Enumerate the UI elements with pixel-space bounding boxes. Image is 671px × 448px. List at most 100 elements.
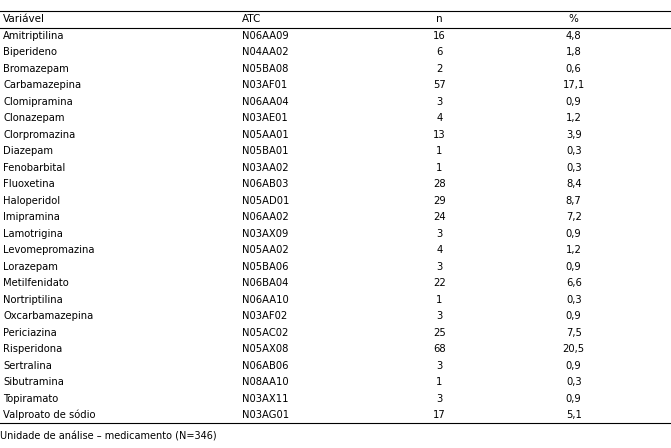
Text: Oxcarbamazepina: Oxcarbamazepina [3, 311, 94, 321]
Text: n: n [436, 14, 443, 25]
Text: 68: 68 [433, 344, 446, 354]
Text: N05AX08: N05AX08 [242, 344, 288, 354]
Text: N05BA06: N05BA06 [242, 262, 288, 272]
Text: 3: 3 [436, 262, 443, 272]
Text: 0,6: 0,6 [566, 64, 582, 74]
Text: Lamotrigina: Lamotrigina [3, 229, 63, 239]
Text: 0,9: 0,9 [566, 311, 582, 321]
Text: N06AB03: N06AB03 [242, 179, 288, 190]
Text: N05BA08: N05BA08 [242, 64, 288, 74]
Text: Sibutramina: Sibutramina [3, 377, 64, 387]
Text: 1,8: 1,8 [566, 47, 582, 57]
Text: ATC: ATC [242, 14, 261, 25]
Text: Clonazepam: Clonazepam [3, 113, 65, 123]
Text: Levomepromazina: Levomepromazina [3, 245, 95, 255]
Text: 2: 2 [436, 64, 443, 74]
Text: 4: 4 [436, 245, 443, 255]
Text: Carbamazepina: Carbamazepina [3, 80, 81, 90]
Text: 16: 16 [433, 31, 446, 41]
Text: Amitriptilina: Amitriptilina [3, 31, 65, 41]
Text: 17,1: 17,1 [562, 80, 585, 90]
Text: N03AG01: N03AG01 [242, 410, 289, 420]
Text: 29: 29 [433, 196, 446, 206]
Text: Diazepam: Diazepam [3, 146, 54, 156]
Text: 6: 6 [436, 47, 443, 57]
Text: N06AB06: N06AB06 [242, 361, 288, 370]
Text: N05BA01: N05BA01 [242, 146, 288, 156]
Text: 28: 28 [433, 179, 446, 190]
Text: 0,9: 0,9 [566, 97, 582, 107]
Text: 0,3: 0,3 [566, 163, 582, 173]
Text: Variável: Variável [3, 14, 46, 25]
Text: 17: 17 [433, 410, 446, 420]
Text: N06BA04: N06BA04 [242, 278, 288, 288]
Text: N05AA01: N05AA01 [242, 130, 289, 140]
Text: N06AA04: N06AA04 [242, 97, 288, 107]
Text: 3: 3 [436, 361, 443, 370]
Text: 6,6: 6,6 [566, 278, 582, 288]
Text: 0,9: 0,9 [566, 229, 582, 239]
Text: N03AF01: N03AF01 [242, 80, 287, 90]
Text: N06AA02: N06AA02 [242, 212, 289, 222]
Text: 22: 22 [433, 278, 446, 288]
Text: 3: 3 [436, 311, 443, 321]
Text: Metilfenidato: Metilfenidato [3, 278, 69, 288]
Text: 3: 3 [436, 394, 443, 404]
Text: 0,3: 0,3 [566, 295, 582, 305]
Text: N03AX11: N03AX11 [242, 394, 288, 404]
Text: 4: 4 [436, 113, 443, 123]
Text: 1,2: 1,2 [566, 113, 582, 123]
Text: 1,2: 1,2 [566, 245, 582, 255]
Text: Imipramina: Imipramina [3, 212, 60, 222]
Text: 1: 1 [436, 146, 443, 156]
Text: N03AA02: N03AA02 [242, 163, 288, 173]
Text: Risperidona: Risperidona [3, 344, 62, 354]
Text: 57: 57 [433, 80, 446, 90]
Text: Topiramato: Topiramato [3, 394, 58, 404]
Text: Periciazina: Periciazina [3, 327, 57, 338]
Text: Haloperidol: Haloperidol [3, 196, 60, 206]
Text: 3: 3 [436, 229, 443, 239]
Text: N06AA10: N06AA10 [242, 295, 289, 305]
Text: 4,8: 4,8 [566, 31, 582, 41]
Text: 0,3: 0,3 [566, 146, 582, 156]
Text: 24: 24 [433, 212, 446, 222]
Text: 0,9: 0,9 [566, 262, 582, 272]
Text: Lorazepam: Lorazepam [3, 262, 58, 272]
Text: N03AF02: N03AF02 [242, 311, 287, 321]
Text: 3: 3 [436, 97, 443, 107]
Text: 5,1: 5,1 [566, 410, 582, 420]
Text: Bromazepam: Bromazepam [3, 64, 69, 74]
Text: %: % [569, 14, 578, 25]
Text: 3,9: 3,9 [566, 130, 582, 140]
Text: 20,5: 20,5 [563, 344, 584, 354]
Text: Sertralina: Sertralina [3, 361, 52, 370]
Text: Clomipramina: Clomipramina [3, 97, 73, 107]
Text: N08AA10: N08AA10 [242, 377, 288, 387]
Text: Fenobarbital: Fenobarbital [3, 163, 66, 173]
Text: 1: 1 [436, 163, 443, 173]
Text: 7,2: 7,2 [566, 212, 582, 222]
Text: N06AA09: N06AA09 [242, 31, 289, 41]
Text: N04AA02: N04AA02 [242, 47, 288, 57]
Text: 1: 1 [436, 295, 443, 305]
Text: N05AA02: N05AA02 [242, 245, 289, 255]
Text: 0,9: 0,9 [566, 361, 582, 370]
Text: Valproato de sódio: Valproato de sódio [3, 410, 96, 420]
Text: 0,3: 0,3 [566, 377, 582, 387]
Text: N05AD01: N05AD01 [242, 196, 289, 206]
Text: 7,5: 7,5 [566, 327, 582, 338]
Text: Fluoxetina: Fluoxetina [3, 179, 55, 190]
Text: N05AC02: N05AC02 [242, 327, 288, 338]
Text: N03AE01: N03AE01 [242, 113, 287, 123]
Text: Nortriptilina: Nortriptilina [3, 295, 63, 305]
Text: 0,9: 0,9 [566, 394, 582, 404]
Text: N03AX09: N03AX09 [242, 229, 288, 239]
Text: Biperideno: Biperideno [3, 47, 57, 57]
Text: 13: 13 [433, 130, 446, 140]
Text: 25: 25 [433, 327, 446, 338]
Text: Unidade de análise – medicamento (N=346): Unidade de análise – medicamento (N=346) [0, 432, 217, 442]
Text: 8,4: 8,4 [566, 179, 582, 190]
Text: 8,7: 8,7 [566, 196, 582, 206]
Text: 1: 1 [436, 377, 443, 387]
